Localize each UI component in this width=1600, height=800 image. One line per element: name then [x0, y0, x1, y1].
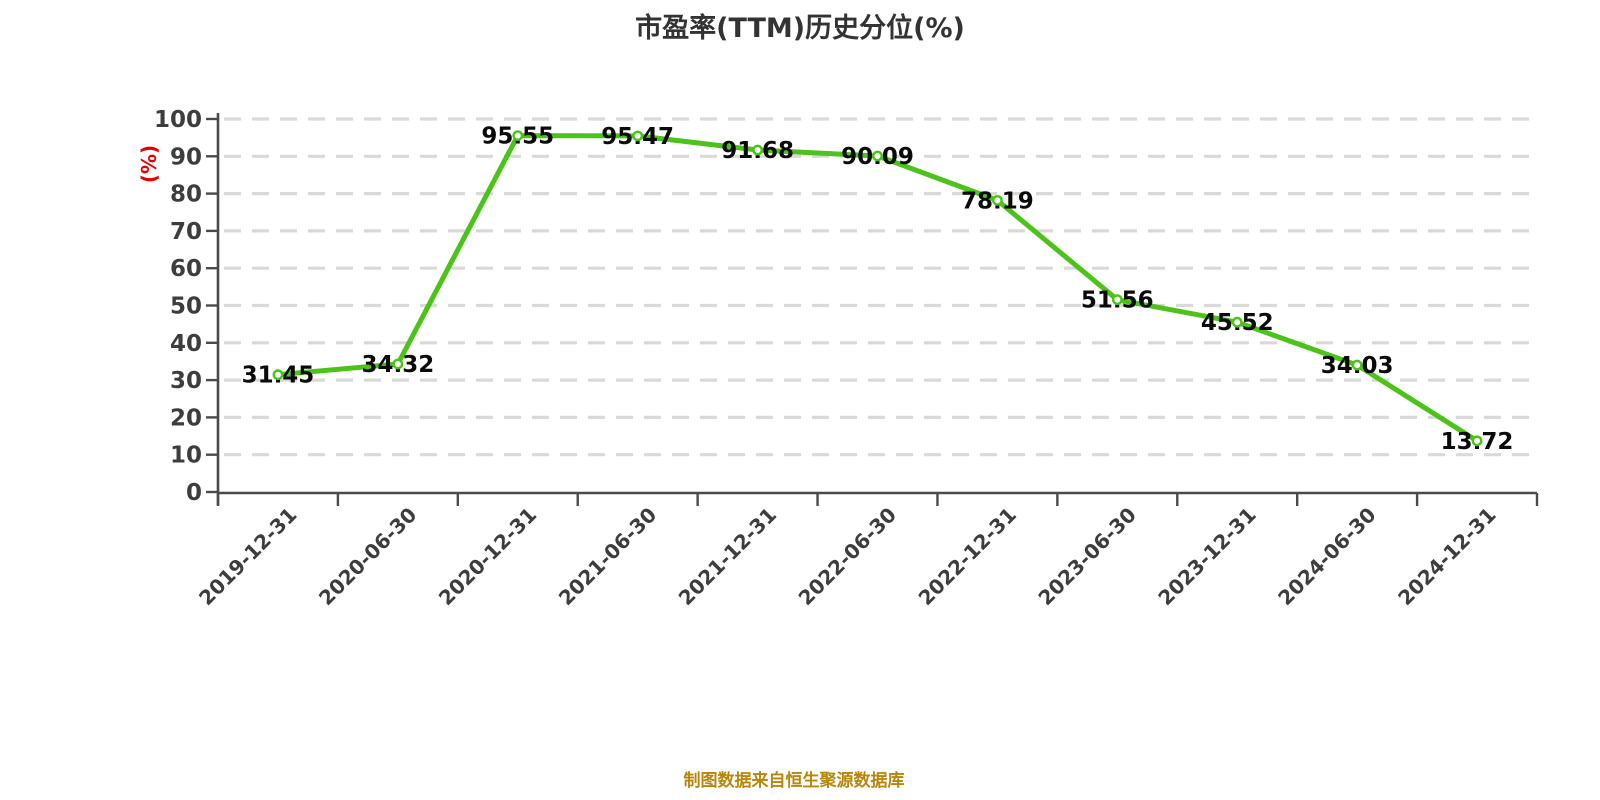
data-source-note: 制图数据来自恒生聚源数据库 [683, 771, 905, 791]
y-tick-label: 30 [170, 368, 202, 394]
x-tick-label: 2023-12-31 [1153, 503, 1260, 610]
x-tick-label: 2020-06-30 [314, 503, 421, 610]
data-point-marker [1231, 316, 1243, 328]
y-tick-label: 80 [170, 182, 202, 208]
data-point-marker [1471, 435, 1483, 447]
x-tick-label: 2021-06-30 [554, 503, 661, 610]
y-tick-label: 20 [170, 405, 202, 431]
x-tick-label: 2024-06-30 [1273, 503, 1380, 610]
y-tick-label: 60 [170, 256, 202, 282]
y-tick-label: 70 [170, 219, 202, 245]
data-point-marker [272, 369, 284, 381]
y-tick-label: 100 [154, 107, 202, 133]
data-point-marker [1351, 359, 1363, 371]
y-tick-label: 10 [170, 443, 202, 469]
y-tick-label: 90 [170, 144, 202, 170]
data-point-marker [1111, 294, 1123, 306]
x-tick-label: 2019-12-31 [194, 503, 301, 610]
chart-title: 市盈率(TTM)历史分位(%) [635, 13, 965, 44]
y-tick-label: 40 [170, 331, 202, 357]
y-tick-label: 0 [186, 480, 202, 506]
x-tick-label: 2020-12-31 [434, 503, 541, 610]
data-point-marker [872, 150, 883, 162]
y-axis-unit-label: (%) [137, 145, 161, 183]
data-point-marker [992, 194, 1003, 206]
x-tick-label: 2022-06-30 [794, 503, 901, 610]
data-point-marker [632, 130, 644, 142]
x-tick-label: 2022-12-31 [914, 503, 1021, 610]
data-point-marker [392, 358, 404, 370]
y-tick-label: 50 [170, 294, 202, 320]
data-point-marker [512, 130, 524, 141]
x-tick-label: 2024-12-31 [1393, 503, 1500, 610]
series-line [275, 133, 1480, 444]
x-tick-label: 2023-06-30 [1033, 503, 1140, 610]
data-point-marker [752, 144, 763, 156]
x-tick-label: 2021-12-31 [674, 503, 781, 610]
